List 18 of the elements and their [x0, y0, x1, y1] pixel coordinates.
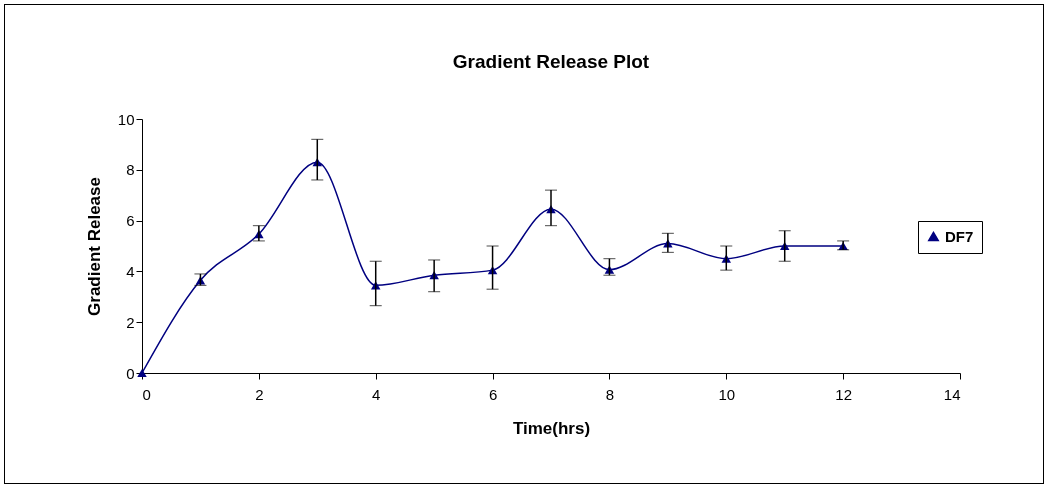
x-tick-label: 6 — [488, 385, 498, 403]
x-tick-label: 10 — [718, 385, 736, 403]
y-axis-title: Gradient Release — [84, 177, 104, 316]
y-tick-label: 0 — [126, 364, 135, 382]
x-tick-label: 8 — [605, 385, 615, 403]
legend-label: DF7 — [945, 227, 974, 245]
y-tick-label: 4 — [126, 262, 135, 280]
chart-title: Gradient Release Plot — [452, 51, 650, 72]
x-tick-label: 14 — [943, 385, 961, 403]
x-tick-label: 12 — [835, 385, 852, 403]
y-tick-label: 10 — [117, 110, 135, 128]
x-tick-label: 4 — [372, 385, 381, 403]
y-tick-label: 8 — [126, 161, 135, 179]
x-tick-label: 0 — [142, 385, 151, 403]
y-tick-label: 2 — [126, 313, 135, 331]
x-axis-title: Time(hrs) — [512, 418, 591, 438]
y-tick-label: 6 — [126, 212, 135, 230]
x-tick-label: 2 — [255, 385, 264, 403]
